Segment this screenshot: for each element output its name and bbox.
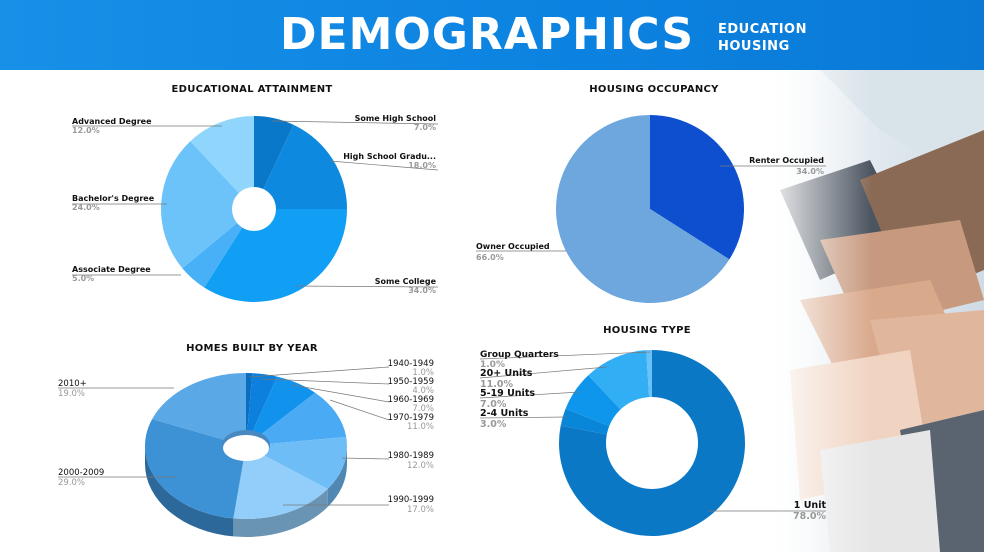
yr-label-1970: 1970-1979 [388, 413, 434, 423]
edu-slice-some-high-school [254, 116, 294, 209]
yr-side-1990-1999 [233, 488, 328, 537]
yr-leader-1980 [341, 457, 390, 460]
edu-value-bachelors: 24.0% [72, 203, 100, 212]
yr-slice-2010 [152, 372, 246, 446]
edu-slice-some-college [204, 209, 347, 302]
yr-slice-1970-1979 [246, 392, 347, 446]
page-title: DEMOGRAPHICS [280, 9, 695, 60]
type-label-group-quarters: Group Quarters [480, 350, 559, 360]
yr-slice-1980-1989 [246, 436, 347, 489]
type-value-5-19: 7.0% [480, 399, 507, 410]
yr-side-2000-2009 [145, 446, 234, 537]
homes-built-title: HOMES BUILT BY YEAR [186, 343, 318, 354]
edu-leader-some-high-school [271, 120, 439, 125]
yr-value-2000: 29.0% [58, 478, 85, 488]
type-value-1-unit: 78.0% [793, 511, 826, 522]
yr-label-2000: 2000-2009 [58, 468, 104, 478]
housing-occupancy-chart: HOUSING OCCUPANCY Renter Occupied 34.0% … [476, 84, 826, 303]
edu-label-hs-graduate: High School Gradu... [343, 152, 436, 161]
yr-value-1970: 11.0% [407, 422, 434, 432]
edu-slice-advanced-degree [190, 116, 254, 209]
occ-slice-renter-occupied [650, 115, 744, 260]
type-leader-5-19 [479, 391, 581, 399]
yr-slice-1940-1949 [246, 373, 253, 446]
type-value-group-quarters: 1.0% [480, 360, 505, 370]
type-leader-2-4 [479, 416, 567, 419]
educational-attainment-hole [232, 187, 276, 231]
edu-value-hs-graduate: 18.0% [408, 161, 436, 170]
type-leader-group-quarters [479, 351, 651, 360]
yr-value-1940: 1.0% [412, 368, 434, 378]
type-value-2-4: 3.0% [480, 419, 507, 430]
educational-attainment-title: EDUCATIONAL ATTAINMENT [171, 84, 332, 95]
type-value-20-plus: 11.0% [480, 379, 513, 390]
edu-label-associate: Associate Degree [72, 265, 151, 274]
housing-type-hole [606, 397, 698, 489]
yr-label-1960: 1960-1969 [388, 395, 434, 405]
edu-value-associate: 5.0% [72, 274, 94, 283]
yr-label-1950: 1950-1959 [388, 377, 434, 387]
yr-slice-1960-1969 [246, 376, 316, 446]
type-label-2-4: 2-4 Units [480, 408, 529, 419]
yr-leader-1950 [261, 378, 390, 385]
yr-leader-1940 [248, 366, 390, 378]
yr-slice-2000-2009 [145, 419, 246, 519]
subtitle-housing: HOUSING [718, 39, 790, 54]
occ-label-owner: Owner Occupied [476, 242, 550, 251]
educational-attainment-chart: EDUCATIONAL ATTAINMENT Some High School … [72, 84, 439, 302]
housing-type-chart: HOUSING TYPE 1 Unit 78.0% 2-4 Units 3.0%… [479, 325, 827, 536]
edu-value-some-high-school: 7.0% [414, 123, 436, 132]
subtitle-education: EDUCATION [718, 22, 807, 37]
edu-slice-high-school-gradu [254, 124, 347, 209]
edu-leader-hs-graduate [329, 160, 439, 171]
yr-label-1980: 1980-1989 [388, 451, 434, 461]
occ-value-renter: 34.0% [796, 167, 824, 176]
type-label-1-unit: 1 Unit [794, 500, 827, 511]
type-label-20-plus: 20+ Units [480, 368, 533, 379]
homes-built-chart: HOMES BUILT BY YEAR 1940-1949 1.0% 1950-… [58, 343, 434, 537]
edu-label-advanced: Advanced Degree [72, 117, 152, 126]
header-banner: DEMOGRAPHICS EDUCATION HOUSING [0, 0, 984, 70]
yr-leader-1960 [291, 384, 390, 403]
yr-value-2010: 19.0% [58, 389, 85, 399]
yr-slice-1990-1999 [233, 446, 328, 519]
edu-label-some-high-school: Some High School [355, 114, 437, 123]
yr-value-1980: 12.0% [407, 461, 434, 471]
edu-slice-associate-degree [182, 209, 254, 288]
yr-label-2010: 2010+ [58, 379, 87, 389]
occ-value-owner: 66.0% [476, 253, 504, 262]
type-label-5-19: 5-19 Units [480, 388, 535, 399]
yr-side-1980-1989 [327, 446, 347, 507]
occ-label-renter: Renter Occupied [749, 156, 824, 165]
yr-leader-1970 [329, 399, 390, 421]
yr-value-1960: 7.0% [412, 404, 434, 414]
homes-built-hole [223, 435, 269, 461]
yr-value-1950: 4.0% [412, 386, 434, 396]
yr-label-1940: 1940-1949 [388, 359, 434, 369]
yr-label-1990: 1990-1999 [388, 495, 434, 505]
edu-label-bachelors: Bachelor's Degree [72, 194, 155, 203]
housing-type-title: HOUSING TYPE [603, 325, 691, 336]
edu-label-some-college: Some College [375, 277, 437, 286]
occ-slice-owner-occupied [555, 115, 730, 303]
yr-value-1990: 17.0% [407, 505, 434, 515]
edu-leader-some-college [295, 285, 439, 288]
yr-slice-1950-1959 [246, 373, 278, 446]
type-leader-20-plus [479, 366, 608, 379]
edu-slice-bachelor-s-degree [161, 141, 254, 269]
teamwork-hands-photo [760, 70, 984, 552]
edu-value-some-college: 34.0% [408, 286, 436, 295]
housing-occupancy-title: HOUSING OCCUPANCY [589, 84, 719, 95]
edu-value-advanced: 12.0% [72, 126, 100, 135]
